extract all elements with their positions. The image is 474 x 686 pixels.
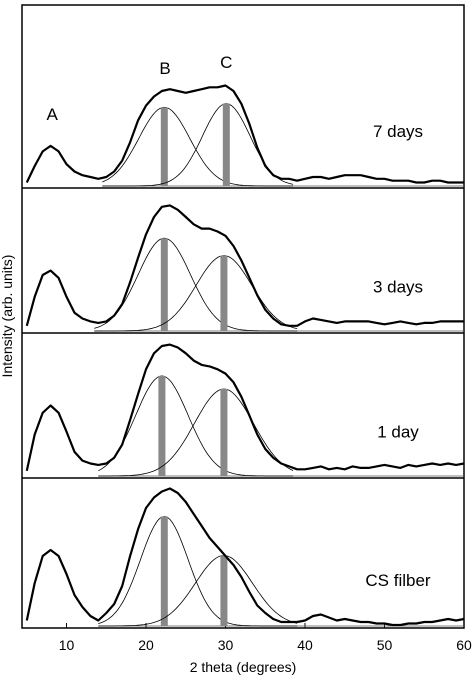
x-tick-label: 40 — [297, 637, 313, 653]
panel-label: 7 days — [373, 122, 423, 141]
fit-curve — [102, 103, 294, 187]
fit-curve — [102, 106, 294, 187]
plot-frame — [21, 4, 465, 629]
fit-curve — [94, 255, 298, 332]
y-axis-label: Intensity (arb. units) — [0, 255, 15, 378]
x-tick-label: 30 — [218, 637, 234, 653]
peak-bar — [158, 375, 166, 476]
peak-annotation: B — [159, 59, 170, 78]
fit-curve — [98, 388, 294, 477]
fit-curve — [98, 555, 298, 627]
peak-bar — [220, 389, 228, 476]
panel-label: CS filber — [365, 571, 431, 590]
peak-bar — [160, 516, 168, 626]
panel-label: 3 days — [373, 277, 423, 296]
peak-annotation: C — [220, 53, 232, 72]
x-tick-label: 60 — [456, 637, 472, 653]
x-tick-label: 10 — [59, 637, 75, 653]
peak-bar — [220, 555, 228, 626]
peak-bar — [220, 255, 228, 331]
x-tick-label: 50 — [377, 637, 393, 653]
peak-bar — [160, 238, 168, 331]
measured-curve — [25, 343, 465, 472]
fit-curve — [98, 375, 294, 477]
measured-curve — [25, 84, 464, 184]
measured-curve — [25, 204, 464, 327]
peak-bar — [222, 103, 230, 186]
x-axis-label: 2 theta (degrees) — [190, 659, 297, 675]
fit-curve — [94, 237, 298, 332]
measured-curve — [25, 487, 465, 627]
peak-annotation: A — [47, 105, 59, 124]
peak-bar — [160, 107, 168, 186]
x-tick-label: 20 — [138, 637, 154, 653]
fit-curve — [98, 516, 298, 627]
panel-label: 1 day — [377, 422, 419, 441]
